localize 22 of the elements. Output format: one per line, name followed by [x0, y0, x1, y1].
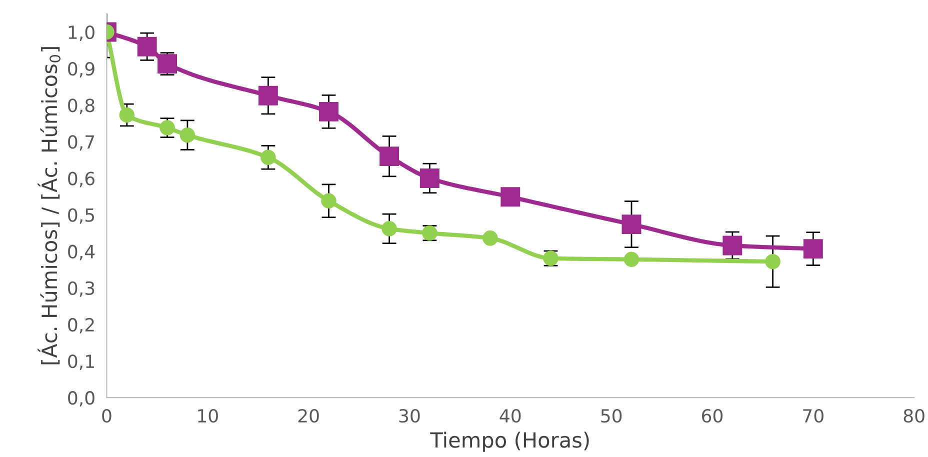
y-tick-label: 0,5 [68, 208, 94, 224]
y-tick-label: 1,0 [68, 25, 94, 41]
y-tick-label: 0,3 [68, 281, 94, 297]
x-tick-label: 10 [198, 409, 218, 423]
x-tick-label: 80 [904, 409, 924, 423]
y-tick-label: 0,2 [68, 318, 94, 334]
x-tick-label: 50 [601, 409, 622, 423]
y-tick-label: 0,9 [68, 62, 94, 78]
x-tick-label: 60 [702, 409, 723, 423]
y-tick-label: 0,6 [68, 172, 94, 188]
x-tick-label: 20 [298, 409, 319, 423]
y-tick-label: 0,7 [68, 135, 94, 151]
x-tick-label: 30 [399, 409, 420, 423]
x-axis-title: Tiempo (Horas) [430, 432, 589, 452]
x-tick-label: 0 [102, 409, 112, 423]
x-tick-label: 70 [803, 409, 824, 423]
x-tick-label: 40 [500, 409, 521, 423]
y-tick-label: 0,4 [68, 244, 95, 260]
y-tick-label: 0,0 [68, 391, 94, 407]
y-tick-label: 0,8 [68, 98, 94, 114]
y-tick-label: 0,1 [68, 354, 94, 370]
y-axis-title: [Ác. Húmicos] / [Ác. Húmicos$_{0}$] [38, 47, 61, 364]
